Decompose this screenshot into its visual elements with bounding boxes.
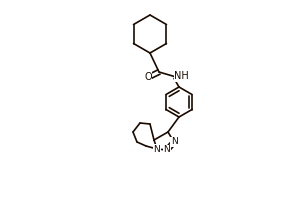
Text: NH: NH (174, 71, 189, 81)
Text: O: O (144, 72, 152, 82)
Text: N: N (164, 146, 170, 154)
Text: N: N (154, 144, 160, 154)
Text: N: N (171, 138, 177, 146)
